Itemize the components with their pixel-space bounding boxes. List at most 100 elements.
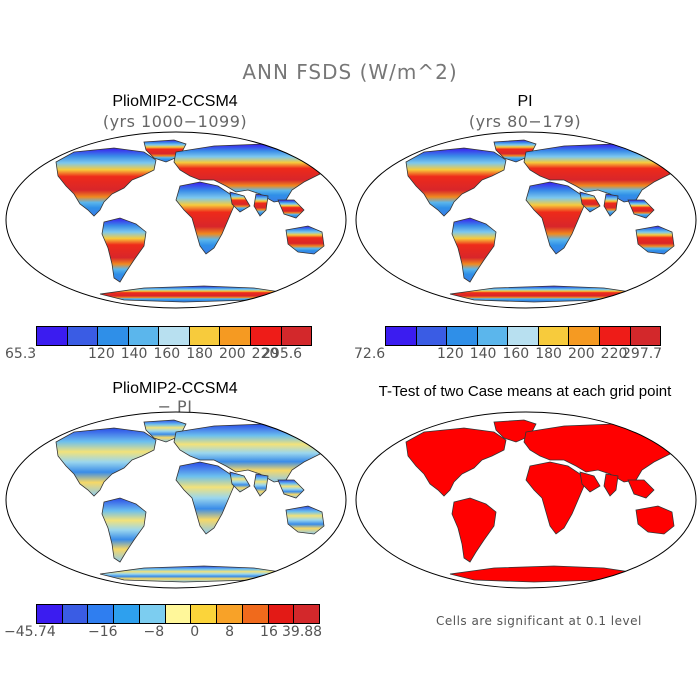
continent-arabia xyxy=(579,471,601,493)
colorbar-swatch xyxy=(630,327,661,345)
continent-india xyxy=(603,193,619,217)
colorbar-3-max-label: 39.88 xyxy=(282,624,323,640)
continent-arabia xyxy=(229,191,251,213)
panel-4-title: T-Test of two Case means at each grid po… xyxy=(378,383,672,400)
colorbar-swatch xyxy=(114,605,140,623)
colorbar-swatch xyxy=(508,327,539,345)
map-panel-4 xyxy=(355,411,697,589)
colorbar-swatch xyxy=(62,605,89,623)
continent-australia xyxy=(635,225,675,255)
colorbar-swatch xyxy=(139,605,166,623)
colorbar-swatch xyxy=(220,327,251,345)
colorbar-swatch xyxy=(67,327,99,345)
continent-africa xyxy=(175,461,235,535)
colorbar-swatch xyxy=(599,327,631,345)
panel-2-title: PI xyxy=(517,93,533,110)
colorbar-tick-label: 120 xyxy=(437,346,464,362)
continent-seasia xyxy=(627,199,655,219)
colorbar-swatch xyxy=(294,605,320,623)
colorbar-tick-label: 140 xyxy=(469,346,497,362)
colorbar-swatch xyxy=(416,327,448,345)
colorbar-tick-label: 180 xyxy=(535,346,562,362)
continent-samerica xyxy=(451,497,497,563)
globe-outline xyxy=(5,411,347,589)
continent-samerica xyxy=(101,497,147,563)
panel-3-title: PlioMIP2-CCSM4 xyxy=(112,380,238,397)
globe-outline xyxy=(355,411,697,589)
colorbar-swatch xyxy=(37,605,63,623)
panel-1-subtitle: (yrs 1000−1099) xyxy=(102,112,248,131)
continent-samerica xyxy=(451,217,497,283)
continent-africa xyxy=(525,461,585,535)
continent-namerica xyxy=(405,427,507,497)
colorbar-swatch xyxy=(98,327,129,345)
continent-australia xyxy=(285,225,325,255)
continent-antarctica xyxy=(449,565,645,583)
continent-australia xyxy=(285,505,325,535)
map-panel-1 xyxy=(5,131,347,309)
continent-namerica xyxy=(55,427,157,497)
colorbar-tick-label: 180 xyxy=(186,346,213,362)
colorbar-panel-2 xyxy=(385,326,661,346)
colorbar-tick-label: 0 xyxy=(190,624,200,640)
continent-australia xyxy=(635,505,675,535)
map-panel-3 xyxy=(5,411,347,589)
continent-namerica xyxy=(405,147,507,217)
colorbar-swatch xyxy=(165,605,192,623)
continent-arabia xyxy=(229,471,251,493)
colorbar-3-min-label: −45.74 xyxy=(4,624,56,640)
continent-seasia xyxy=(627,479,655,499)
globe-outline xyxy=(5,131,347,309)
continent-samerica xyxy=(101,217,147,283)
continent-namerica xyxy=(55,147,157,217)
colorbar-swatch xyxy=(128,327,160,345)
continent-india xyxy=(253,473,269,497)
colorbar-swatch xyxy=(159,327,190,345)
colorbar-1-tick-labels: 120 140 160 180 200 220 xyxy=(88,346,284,362)
continent-seasia xyxy=(277,199,305,219)
colorbar-1-max-label: 295.6 xyxy=(262,346,303,362)
continent-africa xyxy=(525,181,585,255)
panel-2-subtitle: (yrs 80−179) xyxy=(468,112,582,131)
colorbar-swatch xyxy=(191,605,218,623)
colorbar-panel-3 xyxy=(36,604,320,624)
colorbar-2-tick-labels: 120 140 160 180 200 220 xyxy=(437,346,633,362)
colorbar-tick-label: 160 xyxy=(153,346,181,362)
colorbar-swatch xyxy=(538,327,570,345)
colorbar-tick-label: 120 xyxy=(88,346,115,362)
continent-seasia xyxy=(277,479,305,499)
colorbar-swatch xyxy=(242,605,269,623)
colorbar-panel-1 xyxy=(36,326,312,346)
colorbar-tick-label: −16 xyxy=(88,624,118,640)
colorbar-swatch xyxy=(250,327,282,345)
colorbar-swatch xyxy=(386,327,417,345)
colorbar-tick-label: 220 xyxy=(600,346,628,362)
colorbar-tick-label: 16 xyxy=(260,624,278,640)
colorbar-tick-label: 8 xyxy=(225,624,235,640)
colorbar-swatch xyxy=(569,327,600,345)
significance-note: Cells are significant at 0.1 level xyxy=(436,614,642,628)
colorbar-tick-label: 200 xyxy=(218,346,246,362)
colorbar-tick-label: 220 xyxy=(251,346,279,362)
continent-india xyxy=(253,193,269,217)
figure-title: ANN FSDS (W/m^2) xyxy=(242,60,458,84)
globe-outline xyxy=(355,131,697,309)
colorbar-swatch xyxy=(268,605,295,623)
colorbar-3-tick-labels: −16 −8 0 8 16 xyxy=(88,624,304,640)
continent-antarctica xyxy=(449,285,645,303)
continent-india xyxy=(603,473,619,497)
colorbar-tick-label: 140 xyxy=(120,346,148,362)
colorbar-swatch xyxy=(37,327,68,345)
colorbar-tick-label: 200 xyxy=(567,346,595,362)
continent-antarctica xyxy=(99,565,295,583)
colorbar-2-min-label: 72.6 xyxy=(354,346,386,362)
colorbar-swatch xyxy=(447,327,478,345)
colorbar-1-min-label: 65.3 xyxy=(5,346,37,362)
colorbar-swatch xyxy=(281,327,312,345)
colorbar-2-max-label: 297.7 xyxy=(622,346,663,362)
map-panel-2 xyxy=(355,131,697,309)
continent-africa xyxy=(175,181,235,255)
continent-arabia xyxy=(579,191,601,213)
colorbar-tick-label: −8 xyxy=(143,624,165,640)
panel-3-subtitle: − PI xyxy=(157,397,193,416)
